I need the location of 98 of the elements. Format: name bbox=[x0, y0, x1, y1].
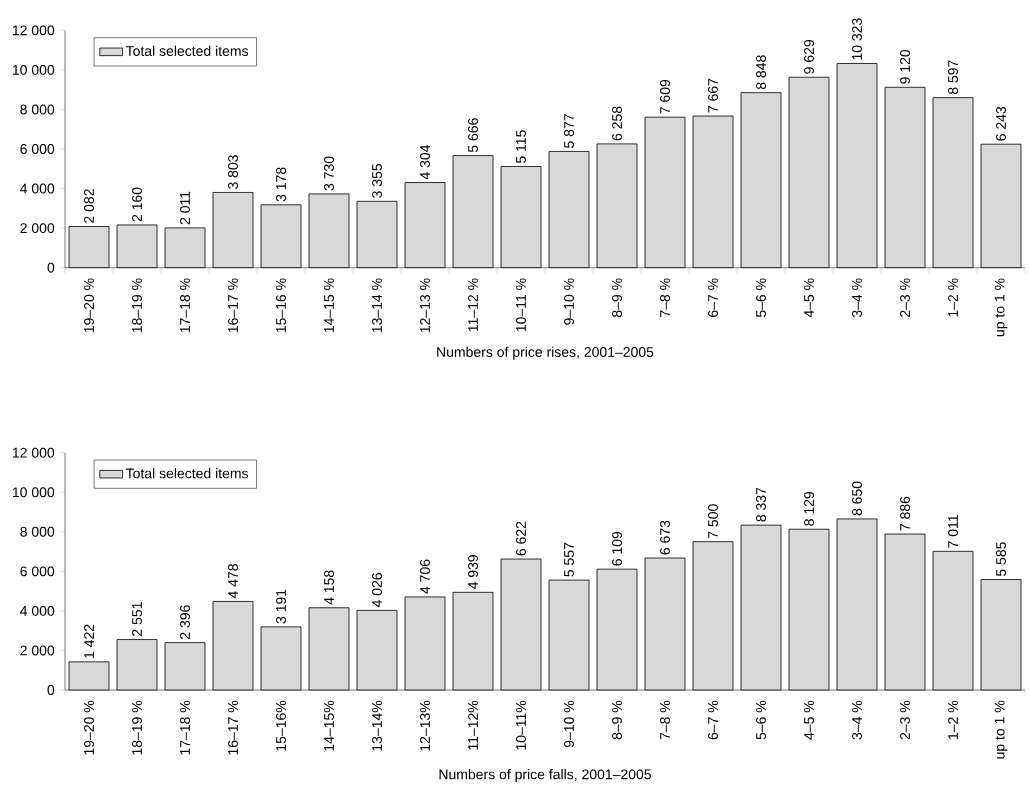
data-label: 5 877 bbox=[564, 114, 574, 148]
x-tick-label: 10–11 % bbox=[516, 278, 526, 332]
data-label: 4 026 bbox=[372, 573, 382, 608]
x-tick-label: 11–12% bbox=[468, 700, 478, 750]
data-label: 2 011 bbox=[180, 191, 190, 225]
x-tick-label: up to 1 % bbox=[994, 278, 1008, 337]
data-label: 5 115 bbox=[516, 130, 526, 163]
data-label: 6 622 bbox=[516, 521, 526, 556]
y-tick-label: 10 000 bbox=[12, 487, 55, 498]
data-label: 4 158 bbox=[324, 570, 334, 605]
x-tick-label: 3–4 % bbox=[852, 700, 862, 740]
data-label: 7 011 bbox=[948, 515, 958, 548]
data-label: 3 730 bbox=[324, 156, 334, 191]
y-tick-label: 2 000 bbox=[20, 645, 55, 656]
x-tick-label: 15–16% bbox=[276, 700, 286, 751]
data-label: 3 355 bbox=[372, 163, 382, 198]
x-tick-label: 10–11% bbox=[516, 700, 526, 750]
y-tick-label: 12 000 bbox=[12, 447, 55, 458]
legend-label: Total selected items bbox=[125, 45, 249, 56]
data-label: 5 666 bbox=[468, 118, 478, 153]
x-tick-label: 2–3 % bbox=[900, 700, 910, 740]
data-label: 4 478 bbox=[228, 564, 238, 599]
x-tick-label: 5–6 % bbox=[756, 278, 766, 318]
y-tick-label: 8 000 bbox=[20, 526, 55, 537]
data-label: 2 396 bbox=[180, 605, 190, 639]
x-tick-label: 8–9 % bbox=[612, 278, 622, 318]
data-label: 6 243 bbox=[996, 106, 1006, 141]
data-label: 8 597 bbox=[948, 60, 958, 95]
y-tick-label: 8 000 bbox=[20, 104, 55, 115]
data-label: 9 629 bbox=[804, 39, 814, 74]
x-tick-label: 9–10 % bbox=[564, 278, 574, 325]
y-tick-label: 4 000 bbox=[20, 605, 55, 616]
y-tick-label: 6 000 bbox=[20, 566, 55, 577]
x-tick-label: 17–18 % bbox=[180, 700, 190, 755]
data-label: 7 500 bbox=[708, 504, 718, 539]
data-label: 5 557 bbox=[564, 542, 574, 577]
data-label: 3 178 bbox=[276, 167, 286, 202]
y-tick-label: 12 000 bbox=[12, 25, 55, 36]
x-tick-label: 11–12 % bbox=[468, 278, 478, 332]
x-tick-label: 5–6 % bbox=[756, 700, 766, 740]
x-axis-title: Numbers of price rises, 2001–2005 bbox=[437, 346, 654, 360]
x-tick-label: 4–5 % bbox=[804, 278, 814, 318]
data-label: 1 422 bbox=[84, 624, 94, 658]
x-tick-label: 1–2 % bbox=[948, 278, 958, 317]
x-tick-label: up to 1 % bbox=[994, 700, 1008, 759]
data-label: 7 609 bbox=[660, 79, 670, 114]
x-tick-label: 13–14% bbox=[372, 700, 382, 751]
x-axis-title: Numbers of price falls, 2001–2005 bbox=[439, 769, 651, 783]
y-tick-label: 2 000 bbox=[20, 223, 55, 234]
x-tick-label: 12–13% bbox=[420, 700, 430, 751]
x-tick-label: 1–2 % bbox=[948, 700, 958, 739]
data-label: 8 129 bbox=[804, 491, 814, 526]
data-label: 4 304 bbox=[420, 145, 430, 180]
x-tick-label: 9–10 % bbox=[564, 700, 574, 748]
x-tick-label: 3–4 % bbox=[852, 278, 862, 318]
x-tick-label: 8–9 % bbox=[612, 700, 622, 740]
x-tick-label: 17–18 % bbox=[180, 278, 190, 333]
x-tick-label: 7–8 % bbox=[660, 278, 670, 317]
y-tick-label: 6 000 bbox=[20, 144, 55, 154]
x-tick-label: 6–7 % bbox=[708, 700, 718, 740]
x-tick-label: 18–19 % bbox=[132, 700, 142, 755]
x-tick-label: 14–15 % bbox=[324, 278, 334, 333]
data-label: 7 667 bbox=[708, 78, 718, 113]
data-label: 9 120 bbox=[900, 49, 910, 84]
x-tick-label: 2–3 % bbox=[900, 278, 910, 317]
y-tick-label: 0 bbox=[47, 685, 55, 695]
x-tick-label: 19–20 % bbox=[84, 278, 94, 333]
data-label: 7 886 bbox=[900, 496, 910, 531]
data-label: 6 673 bbox=[660, 520, 670, 555]
data-label: 6 258 bbox=[612, 106, 622, 141]
data-label: 8 650 bbox=[852, 481, 862, 516]
data-label: 8 337 bbox=[756, 487, 766, 522]
data-label: 2 160 bbox=[132, 187, 142, 222]
legend-label: Total selected items bbox=[125, 468, 249, 479]
data-label: 5 585 bbox=[996, 542, 1006, 577]
x-tick-label: 12–13 % bbox=[420, 278, 430, 333]
data-label: 4 706 bbox=[420, 559, 430, 594]
x-tick-label: 15–16 % bbox=[276, 278, 286, 333]
x-tick-label: 16–17 % bbox=[228, 700, 238, 755]
x-tick-label: 18–19 % bbox=[132, 278, 142, 333]
x-tick-label: 6–7 % bbox=[708, 278, 718, 317]
data-label: 10 323 bbox=[852, 18, 862, 60]
y-tick-label: 10 000 bbox=[12, 64, 55, 75]
x-tick-label: 19–20 % bbox=[84, 700, 94, 755]
data-label: 3 191 bbox=[276, 589, 286, 624]
x-tick-label: 14–15% bbox=[324, 700, 334, 751]
data-label: 4 939 bbox=[468, 555, 478, 590]
data-label: 6 109 bbox=[612, 531, 622, 566]
data-label: 8 848 bbox=[756, 55, 766, 90]
y-tick-label: 4 000 bbox=[20, 183, 55, 194]
x-tick-label: 13–14 % bbox=[372, 278, 382, 333]
x-tick-label: 4–5 % bbox=[804, 700, 814, 740]
data-label: 2 551 bbox=[132, 602, 142, 636]
x-tick-label: 16–17 % bbox=[228, 278, 238, 333]
x-tick-label: 7–8 % bbox=[660, 700, 670, 740]
y-tick-label: 0 bbox=[47, 262, 55, 273]
data-label: 3 803 bbox=[228, 155, 238, 189]
data-label: 2 082 bbox=[84, 189, 94, 223]
